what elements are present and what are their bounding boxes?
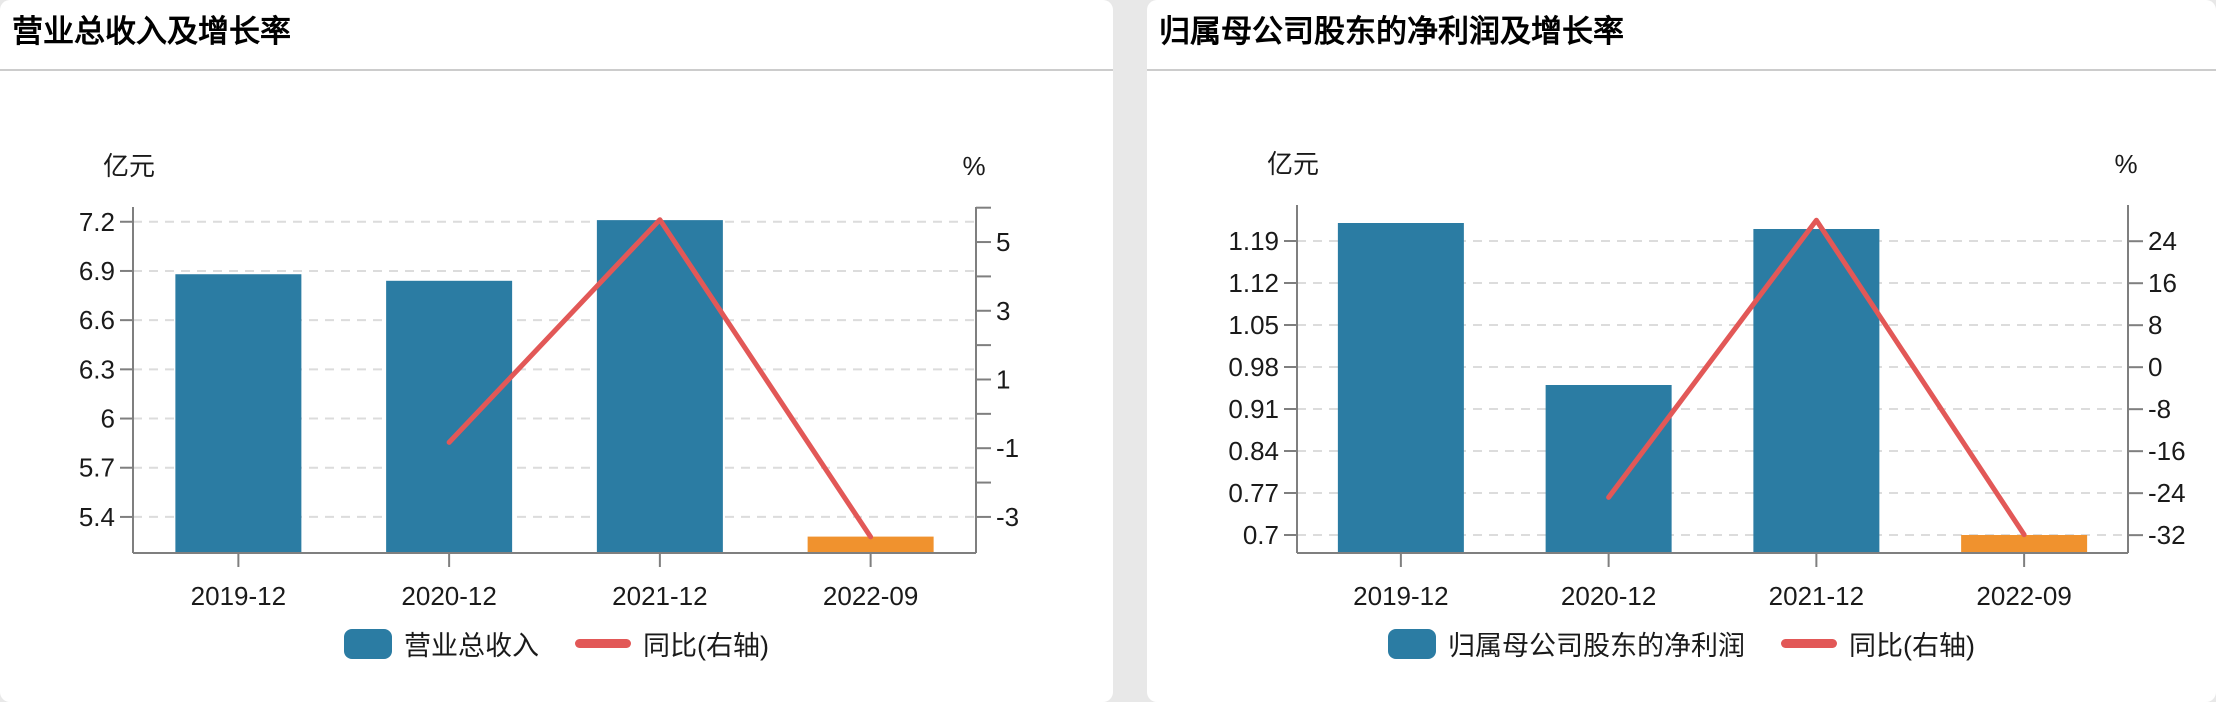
panel-title: 归属母公司股东的净利润及增长率	[1159, 14, 1624, 49]
bar-2020-12[interactable]	[386, 280, 513, 553]
left-tick-label: 5.4	[79, 502, 115, 532]
right-tick-label: -8	[2148, 394, 2171, 424]
legend-item-yoy-line[interactable]: 同比(右轴)	[1781, 624, 1975, 663]
right-tick-label: 5	[996, 227, 1010, 257]
legend-label: 同比(右轴)	[1849, 631, 1975, 661]
left-tick-label: 0.7	[1243, 520, 1279, 550]
title-divider	[1147, 69, 2216, 71]
left-axis-unit: 亿元	[103, 151, 155, 181]
legend-label: 营业总收入	[404, 631, 539, 661]
left-tick-label: 5.7	[79, 453, 115, 483]
legend-item-yoy-line[interactable]: 同比(右轴)	[575, 624, 769, 663]
left-tick-label: 7.2	[79, 207, 115, 237]
x-label-2022-09: 2022-09	[823, 581, 918, 611]
legend-label: 归属母公司股东的净利润	[1448, 631, 1745, 661]
right-tick-label: -1	[996, 433, 1019, 463]
right-tick-label: -16	[2148, 436, 2186, 466]
right-tick-label: 24	[2148, 226, 2177, 256]
x-label-2020-12: 2020-12	[1561, 581, 1656, 611]
x-label-2021-12: 2021-12	[1769, 581, 1864, 611]
legend-item-profit-bar[interactable]: 归属母公司股东的净利润	[1388, 624, 1745, 663]
bar-2019-12[interactable]	[175, 274, 302, 553]
right-tick-label: -32	[2148, 520, 2186, 550]
bar-swatch	[344, 628, 392, 659]
left-axis-unit: 亿元	[1267, 149, 1319, 179]
left-tick-label: 6.9	[79, 256, 115, 286]
right-tick-label: 0	[2148, 352, 2162, 382]
right-tick-label: 8	[2148, 310, 2162, 340]
bar-swatch	[1388, 628, 1436, 659]
line-swatch	[575, 639, 631, 648]
revenue-legend: 营业总收入 同比(右轴)	[0, 624, 1113, 663]
bar-2020-12[interactable]	[1545, 385, 1672, 553]
right-tick-label: -24	[2148, 478, 2186, 508]
right-tick-label: -3	[996, 502, 1019, 532]
left-tick-label: 0.77	[1228, 478, 1279, 508]
x-label-2019-12: 2019-12	[1353, 581, 1448, 611]
line-swatch	[1781, 639, 1837, 648]
title-divider	[0, 69, 1113, 71]
left-tick-label: 0.91	[1228, 394, 1279, 424]
left-tick-label: 6.6	[79, 305, 115, 335]
x-label-2019-12: 2019-12	[191, 581, 286, 611]
revenue-panel: 营业总收入及增长率 7.2 6.9 6.6 6.3 6 5.7 5.4 5 3 1 -1 -3 2019…	[0, 0, 1113, 702]
right-tick-label: 16	[2148, 268, 2177, 298]
panel-title: 营业总收入及增长率	[12, 14, 291, 49]
right-axis-unit: %	[962, 151, 985, 181]
x-label-2020-12: 2020-12	[401, 581, 496, 611]
bar-2022-09[interactable]	[1961, 535, 2088, 553]
right-tick-label: 3	[996, 296, 1010, 326]
revenue-chart[interactable]: 7.2 6.9 6.6 6.3 6 5.7 5.4 5 3 1 -1 -3 2019-12 2020-12…	[0, 70, 1113, 620]
yoy-line[interactable]	[1606, 217, 2027, 538]
left-tick-label: 6.3	[79, 354, 115, 384]
x-label-2021-12: 2021-12	[612, 581, 707, 611]
bar-2022-09[interactable]	[807, 536, 934, 553]
left-tick-label: 0.84	[1228, 436, 1279, 466]
left-tick-label: 6	[101, 404, 115, 434]
legend-label: 同比(右轴)	[643, 631, 769, 661]
right-tick-label: 1	[996, 364, 1010, 394]
x-label-2022-09: 2022-09	[1976, 581, 2071, 611]
yoy-line[interactable]	[446, 217, 874, 540]
left-tick-label: 0.98	[1228, 352, 1279, 382]
net-profit-panel: 归属母公司股东的净利润及增长率 1.19 1.12 1.05 0.98 0.91 0.84…	[1147, 0, 2216, 702]
bar-2021-12[interactable]	[596, 220, 723, 554]
right-axis-unit: %	[2114, 149, 2137, 179]
left-tick-label: 1.05	[1228, 310, 1279, 340]
legend-item-revenue-bar[interactable]: 营业总收入	[344, 624, 539, 663]
net-profit-chart[interactable]: 1.19 1.12 1.05 0.98 0.91 0.84 0.77 0.7 24 16 8 0 -8 -…	[1147, 70, 2216, 620]
left-tick-label: 1.12	[1228, 268, 1279, 298]
left-tick-label: 1.19	[1228, 226, 1279, 256]
bar-2019-12[interactable]	[1337, 223, 1464, 553]
net-profit-legend: 归属母公司股东的净利润 同比(右轴)	[1147, 624, 2216, 663]
